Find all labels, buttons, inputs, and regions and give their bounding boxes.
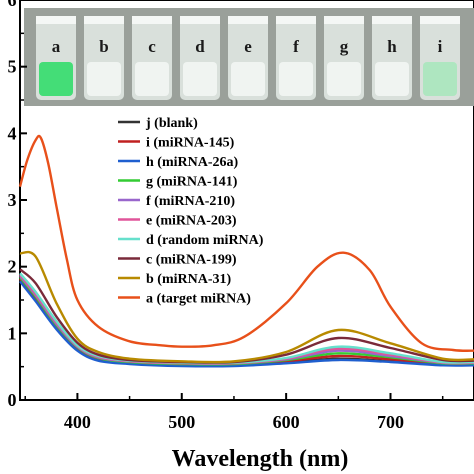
vial-rim: [36, 16, 76, 24]
legend-label: c (miRNA-199): [146, 253, 237, 268]
vial-liquid: [135, 62, 169, 96]
x-axis-label: Wavelength (nm): [172, 446, 349, 472]
vial-rim: [420, 16, 460, 24]
y-tick-label: 6: [8, 0, 17, 10]
vial-liquid: [327, 62, 361, 96]
vial-f: f: [276, 16, 316, 100]
vial-liquid: [87, 62, 121, 96]
vial-liquid: [231, 62, 265, 96]
vial-rim: [84, 16, 124, 24]
vial-c: c: [132, 16, 172, 100]
vial-h: h: [372, 16, 412, 100]
vial-letter: g: [340, 37, 349, 56]
x-tick-label: 700: [377, 412, 404, 432]
legend-label: b (miRNA-31): [146, 272, 231, 287]
vial-letter: f: [293, 37, 299, 56]
y-tick-label: 4: [8, 123, 17, 143]
series-line-a: [18, 134, 474, 352]
legend-label: e (miRNA-203): [146, 214, 237, 229]
vial-rim: [228, 16, 268, 24]
y-tick-label: 0: [8, 390, 17, 410]
x-tick-label: 500: [168, 412, 195, 432]
vial-rim: [276, 16, 316, 24]
vial-a: a: [36, 16, 76, 100]
vial-d: d: [180, 16, 220, 100]
vial-rim: [372, 16, 412, 24]
vial-liquid: [39, 62, 73, 96]
vial-letter: d: [195, 37, 205, 56]
vial-liquid: [279, 62, 313, 96]
vial-liquid: [375, 62, 409, 96]
legend-label: d (random miRNA): [146, 233, 264, 248]
legend-label: f (miRNA-210): [146, 194, 235, 209]
y-tick-label: 3: [8, 190, 17, 210]
x-tick-label: 600: [273, 412, 300, 432]
vial-letter: i: [438, 37, 443, 56]
legend-label: h (miRNA-26a): [146, 155, 238, 170]
vial-i: i: [420, 16, 460, 100]
vial-letter: e: [244, 37, 252, 56]
vial-liquid: [423, 62, 457, 96]
vial-b: b: [84, 16, 124, 100]
vial-liquid: [183, 62, 217, 96]
vial-rim: [324, 16, 364, 24]
legend-label: g (miRNA-141): [146, 175, 238, 190]
y-tick-label: 2: [8, 257, 17, 277]
legend-label: a (target miRNA): [146, 292, 251, 307]
vial-letter: h: [387, 37, 397, 56]
legend-label: i (miRNA-145): [146, 136, 235, 151]
y-tick-label: 1: [8, 323, 17, 343]
vial-g: g: [324, 16, 364, 100]
vial-rim: [180, 16, 220, 24]
series-line-b: [19, 250, 474, 364]
vial-e: e: [228, 16, 268, 100]
legend-label: j (blank): [145, 116, 198, 131]
vials-photo: a b c d e f g h i: [24, 8, 474, 106]
vial-rim: [132, 16, 172, 24]
series-line-h: [19, 280, 474, 368]
vial-letter: a: [52, 37, 61, 56]
vial-letter: c: [148, 37, 156, 56]
legend: j (blank) i (miRNA-145) h (miRNA-26a) g (mi…: [118, 116, 264, 307]
y-tick-label: 5: [8, 57, 17, 77]
x-tick-label: 400: [64, 412, 91, 432]
vial-letter: b: [99, 37, 108, 56]
